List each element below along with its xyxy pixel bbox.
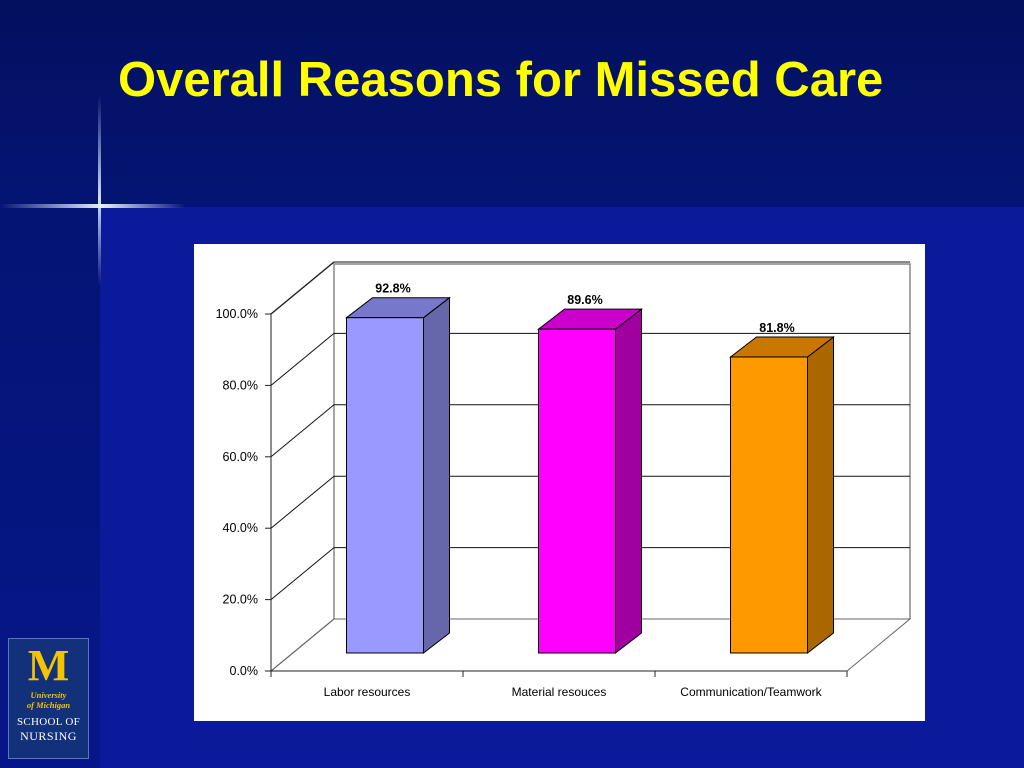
y-tick-label: 40.0% bbox=[223, 521, 258, 535]
gridline-side bbox=[270, 333, 335, 386]
x-tick-label: Labor resources bbox=[324, 685, 411, 699]
header-band bbox=[0, 0, 1024, 207]
x-tick-label: Material resouces bbox=[512, 685, 607, 699]
bar-chart: 0.0% 20.0% 40.0% 60.0% 80.0% 100.0% Labor reso… bbox=[216, 261, 912, 699]
y-tick-label: 60.0% bbox=[223, 450, 258, 464]
x-tick-label: Communication/Teamwork bbox=[680, 685, 822, 699]
y-tick-label: 100.0% bbox=[216, 307, 258, 321]
data-label: 81.8% bbox=[759, 321, 794, 335]
y-tick-label: 20.0% bbox=[223, 593, 258, 607]
data-label: 89.6% bbox=[567, 293, 602, 307]
logo-school-line: SCHOOL OF bbox=[16, 716, 81, 728]
gridline-side bbox=[270, 547, 335, 600]
bar bbox=[730, 356, 808, 654]
logo-michigan-line: of Michigan bbox=[26, 700, 71, 710]
bar bbox=[346, 317, 424, 654]
sparkle-vertical bbox=[98, 95, 101, 285]
gridline-side bbox=[270, 404, 335, 458]
y-tick-label: 80.0% bbox=[223, 378, 258, 392]
logo-nursing-line: NURSING bbox=[20, 729, 77, 743]
chart-panel: 0.0% 20.0% 40.0% 60.0% 80.0% 100.0% Labor reso… bbox=[194, 244, 925, 721]
y-tick-label: 0.0% bbox=[230, 664, 259, 678]
back-wall bbox=[333, 263, 911, 619]
sparkle-horizontal bbox=[0, 204, 185, 208]
bar-side bbox=[807, 335, 834, 655]
logo-block-m: M bbox=[27, 641, 70, 690]
bar-side bbox=[423, 296, 450, 655]
gridline-side bbox=[270, 261, 335, 315]
bar bbox=[538, 328, 616, 654]
data-label: 92.8% bbox=[375, 282, 410, 296]
logo-university-line: University bbox=[30, 690, 67, 700]
gridline-side bbox=[270, 475, 335, 529]
slide-title: Overall Reasons for Missed Care bbox=[118, 53, 884, 107]
university-logo: M University of Michigan SCHOOL OF NURSI… bbox=[8, 638, 89, 759]
bar-side bbox=[615, 308, 642, 655]
